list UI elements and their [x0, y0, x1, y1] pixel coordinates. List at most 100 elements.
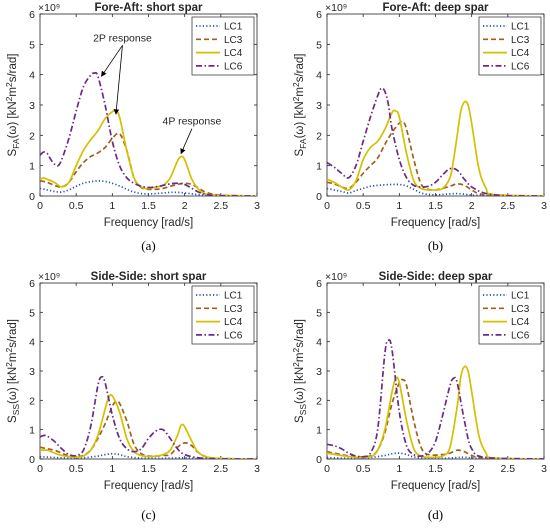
y-tick-label: 6 [316, 278, 322, 290]
chart-panel-c: 0 0.5 1 1.5 2 2.5 3 0 1 2 3 4 5 6×10⁹ Side-Side: short… [4, 271, 260, 522]
y-exponent-label: ×10⁹ [38, 271, 60, 283]
y-tick-label: 6 [316, 9, 322, 21]
y-tick-label: 2 [29, 395, 35, 407]
legend-box [478, 16, 542, 76]
x-tick-label: 1.5 [141, 463, 156, 475]
x-tick-label: 2 [182, 200, 188, 212]
annotation-arrow [113, 45, 123, 115]
x-tick-label: 2 [469, 200, 475, 212]
y-exponent-label: ×10⁹ [325, 271, 347, 283]
x-tick-label: 0 [324, 200, 330, 212]
legend-label: LC6 [511, 330, 530, 341]
annotation-text: 4P response [163, 116, 222, 128]
x-tick-label: 2.5 [214, 200, 229, 212]
x-tick-label: 2.5 [214, 463, 229, 475]
legend-label: LC3 [511, 304, 530, 315]
series-line-lc6 [327, 87, 544, 196]
chart-title: Fore-Aft: short spar [95, 2, 204, 14]
x-axis-label: Frequency [rad/s] [391, 480, 480, 492]
legend-label: LC4 [511, 317, 530, 328]
x-tick-label: 3 [254, 200, 260, 212]
series-group [40, 71, 257, 196]
y-tick-label: 0 [29, 454, 35, 466]
x-tick-label: 1 [396, 200, 402, 212]
y-axis-label: SSS(ω) [kN2m2s/rad] [291, 319, 308, 423]
annotation-text: 2P response [93, 32, 152, 44]
panel-caption: (d) [428, 507, 443, 522]
x-tick-label: 0 [37, 200, 43, 212]
legend-label: LC4 [224, 317, 243, 328]
y-axis-label: SFA(ω) [kN2m2s/rad] [4, 54, 21, 157]
chart-panel-a: 0 0.5 1 1.5 2 2.5 3 0 1 2 3 4 5 6×10⁹ Fore-Aft: short … [4, 2, 260, 253]
chart-panel-b: 0 0.5 1 1.5 2 2.5 3 0 1 2 3 4 5 6×10⁹ Fore-Aft: deep s… [291, 2, 547, 253]
legend-box [478, 285, 542, 345]
annotation-arrow [180, 128, 193, 155]
legend-label: LC6 [224, 330, 243, 341]
series-line-lc1 [327, 183, 544, 196]
y-tick-label: 3 [29, 366, 35, 378]
chart-title: Fore-Aft: deep spar [382, 2, 489, 14]
x-tick-label: 0 [37, 463, 43, 475]
legend-label: LC6 [511, 61, 530, 72]
y-exponent-label: ×10⁹ [38, 2, 60, 14]
x-axis-label: Frequency [rad/s] [391, 217, 480, 229]
legend-box [191, 16, 255, 76]
x-tick-label: 2.5 [501, 463, 516, 475]
y-tick-label: 1 [316, 161, 322, 173]
y-tick-label: 4 [316, 70, 322, 82]
legend-box [191, 285, 255, 345]
x-tick-label: 3 [541, 200, 547, 212]
x-tick-label: 1 [109, 200, 115, 212]
panel-caption: (a) [141, 238, 155, 253]
y-tick-label: 4 [29, 70, 35, 82]
y-tick-label: 6 [29, 9, 35, 21]
y-tick-label: 1 [316, 425, 322, 437]
legend-label: LC1 [511, 291, 530, 302]
series-line-lc3 [40, 400, 257, 459]
panel-caption: (c) [141, 507, 155, 522]
series-line-lc6 [40, 375, 257, 459]
y-tick-label: 0 [316, 191, 322, 203]
y-tick-label: 4 [29, 337, 35, 349]
y-tick-label: 4 [316, 337, 322, 349]
x-tick-label: 1 [109, 463, 115, 475]
y-axis-label: SSS(ω) [kN2m2s/rad] [4, 319, 21, 423]
y-tick-label: 3 [29, 100, 35, 112]
legend-label: LC1 [224, 291, 243, 302]
y-tick-label: 0 [29, 191, 35, 203]
legend-label: LC3 [511, 35, 530, 46]
legend-label: LC3 [224, 304, 243, 315]
series-group [40, 375, 257, 459]
chart-title: Side-Side: short spar [91, 271, 207, 283]
x-axis-label: Frequency [rad/s] [104, 217, 193, 229]
annotation-arrow [101, 45, 123, 77]
x-tick-label: 2.5 [501, 200, 516, 212]
y-tick-label: 5 [29, 39, 35, 51]
x-tick-label: 0.5 [356, 463, 371, 475]
series-line-lc4 [327, 100, 544, 196]
x-tick-label: 1.5 [428, 463, 443, 475]
y-tick-label: 2 [316, 130, 322, 142]
series-group [327, 87, 544, 196]
y-tick-label: 6 [29, 278, 35, 290]
legend-label: LC6 [224, 61, 243, 72]
series-line-lc6 [327, 339, 544, 459]
panel-caption: (b) [428, 238, 443, 253]
y-tick-label: 1 [29, 425, 35, 437]
y-exponent-label: ×10⁹ [325, 2, 347, 14]
y-tick-label: 2 [29, 130, 35, 142]
y-tick-label: 5 [29, 307, 35, 319]
y-tick-label: 3 [316, 366, 322, 378]
y-tick-label: 5 [316, 307, 322, 319]
x-tick-label: 1.5 [141, 200, 156, 212]
y-axis-label: SFA(ω) [kN2m2s/rad] [291, 54, 308, 157]
x-tick-label: 3 [541, 463, 547, 475]
x-tick-label: 1.5 [428, 200, 443, 212]
y-tick-label: 5 [316, 39, 322, 51]
legend-label: LC1 [224, 22, 243, 33]
x-tick-label: 2 [182, 463, 188, 475]
y-tick-label: 1 [29, 161, 35, 173]
legend-label: LC4 [224, 48, 243, 59]
x-tick-label: 3 [254, 463, 260, 475]
